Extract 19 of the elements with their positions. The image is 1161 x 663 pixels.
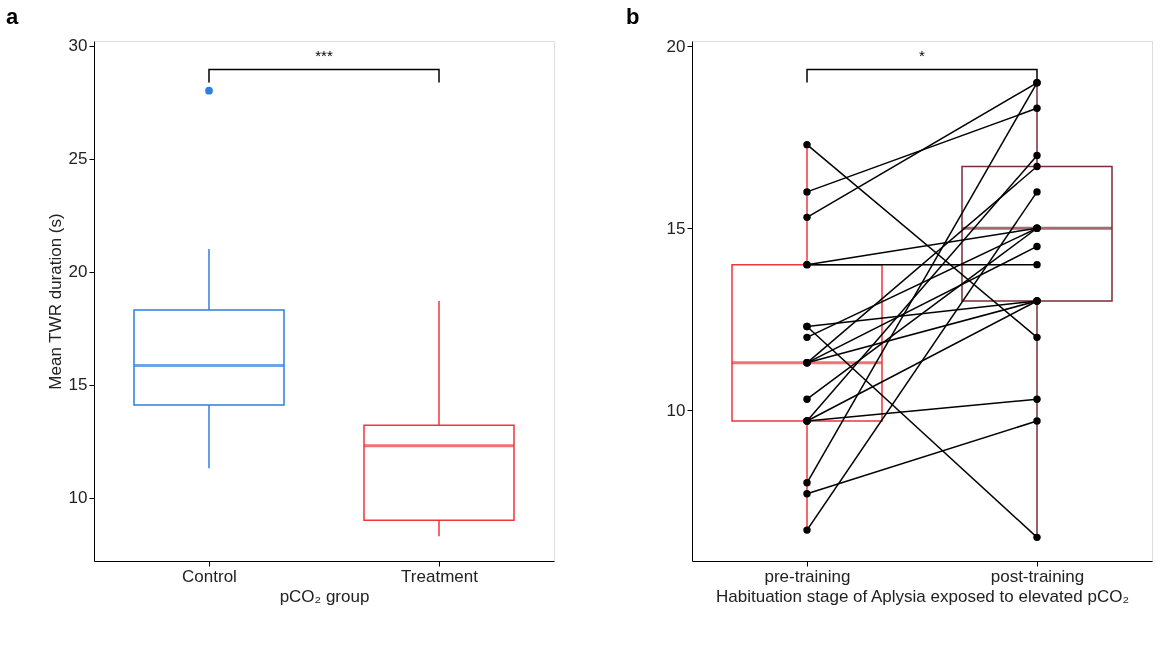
x-tick-label: Control [182, 566, 237, 586]
y-tick-label: 10 [68, 488, 88, 508]
y-tick-label: 20 [68, 262, 88, 282]
y-tick-label: 15 [666, 218, 686, 238]
x-axis-title: pCO₂ group [279, 586, 370, 606]
y-axis-title: Mean TWR duration (s) [45, 213, 65, 390]
chart-title: a [6, 3, 20, 29]
y-tick-label: 10 [666, 400, 686, 420]
y-tick-label: 20 [666, 36, 686, 56]
x-tick-label: Treatment [401, 566, 479, 586]
x-tick-label: pre-training [764, 566, 851, 586]
annotation: *** [315, 46, 333, 64]
annotation: * [919, 46, 926, 64]
y-tick-label: 15 [68, 375, 88, 395]
y-tick-label: 30 [68, 36, 88, 56]
y-tick-label: 25 [68, 149, 88, 169]
x-axis-title: Habituation stage of Aplysia exposed to elevated pCO₂ [716, 586, 1129, 606]
x-tick-label: post-training [990, 566, 1085, 586]
chart-title: b [626, 4, 640, 30]
